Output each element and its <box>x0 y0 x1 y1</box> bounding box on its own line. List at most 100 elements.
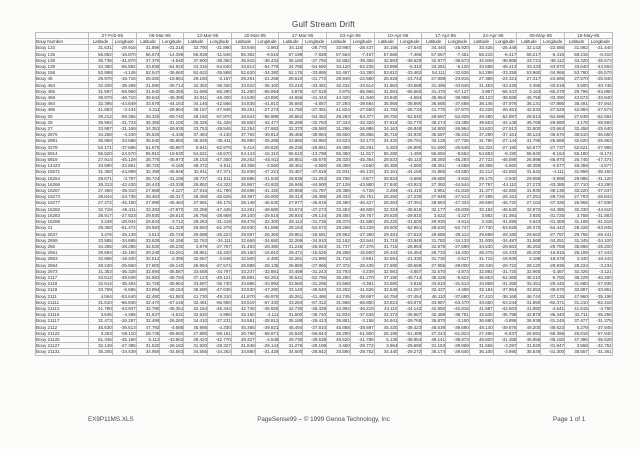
coordinate-cell: -44.163 <box>159 100 185 108</box>
coordinate-cell: 45.365 <box>230 323 256 331</box>
coordinate-cell: 52.622 <box>183 69 208 77</box>
coordinate-cell: 34.880 <box>230 348 256 356</box>
coordinate-cell: -27.573 <box>587 106 613 114</box>
coordinate-cell: -49.121 <box>207 273 232 282</box>
coordinate-cell: -29.272 <box>397 348 423 356</box>
coordinate-cell: -42.682 <box>492 168 518 176</box>
coordinate-cell: -25.688 <box>540 137 566 145</box>
coordinate-cell: -24.735 <box>111 193 137 201</box>
coordinate-cell: 33.753 <box>183 125 208 133</box>
coordinate-cell: -29.680 <box>540 118 566 127</box>
coordinate-cell: -32.752 <box>587 342 613 350</box>
coordinate-cell: -35.411 <box>207 137 232 145</box>
coordinate-cell: 26.745 <box>564 156 589 164</box>
footer-filename: EX9P11MS.XLS <box>88 416 134 423</box>
coordinate-cell: -46.411 <box>111 205 137 213</box>
coordinate-cell: 38.210 <box>516 273 542 282</box>
coordinate-cell: 28.370 <box>516 224 542 232</box>
table-row: Bouy 266 34.255 -28.285 32.530 -28.230 3.879-… <box>35 242 613 251</box>
coordinate-cell: 33.678 <box>135 100 161 108</box>
table-row: Bouy 464 32.200 -39.289 31.590 -36.714 32.352… <box>35 81 613 89</box>
coordinate-cell: 27.999 <box>135 199 161 207</box>
coordinate-cell: 3.920 <box>516 211 542 220</box>
coordinate-cell: -52.951 <box>397 224 423 232</box>
coordinate-cell: -29.000 <box>445 261 470 269</box>
coordinate-cell: -47.474 <box>587 156 613 164</box>
coordinate-cell: 5.112 <box>135 335 161 344</box>
coordinate-cell: -46.948 <box>159 168 185 176</box>
coordinate-cell: -1.450 <box>397 149 423 158</box>
coordinate-cell: -27.235 <box>397 193 423 201</box>
coordinate-cell: -42.430 <box>111 180 137 189</box>
coordinate-cell: -3.797 <box>111 174 137 182</box>
date-header-cell: 08-May-95 <box>516 31 566 40</box>
coordinate-cell: 32.352 <box>183 81 208 89</box>
coordinate-cell: -24.696 <box>540 75 566 83</box>
buoy-label: Bouy 2118 <box>35 280 89 288</box>
coordinate-cell: -27.936 <box>587 280 613 288</box>
coordinate-cell: -28.161 <box>492 193 518 201</box>
coordinate-cell: -28.663 <box>492 242 518 251</box>
coordinate-cell: -38.350 <box>207 56 232 65</box>
date-header-cell: 17-Apr-95 <box>421 31 470 40</box>
coordinate-cell: -27.823 <box>111 211 137 220</box>
coordinate-cell: -51.583 <box>159 292 185 300</box>
date-header-cell: 24-Apr-95 <box>468 31 518 40</box>
coordinate-cell: 36.365 <box>135 118 161 127</box>
coordinate-cell: -22.861 <box>111 162 137 170</box>
coordinate-cell: 41.870 <box>230 292 256 300</box>
coordinate-cell: -45.973 <box>159 156 185 164</box>
coordinate-cell: -34.439 <box>111 348 137 356</box>
table-row: Bouy 16267 27.460 -38.310 27.668 -4.127 27.91… <box>35 187 613 195</box>
longitude-header: Longitude <box>492 38 518 46</box>
coordinate-cell: -15.291 <box>159 249 185 257</box>
coordinate-cell: 31.520 <box>516 342 542 350</box>
coordinate-cell: 32.790 <box>183 44 208 52</box>
coordinate-cell: -28.842 <box>302 348 327 356</box>
coordinate-cell: -21.440 <box>587 44 613 52</box>
coordinate-cell: -5.522 <box>445 273 470 282</box>
coordinate-cell: -22.586 <box>540 44 566 52</box>
coordinate-cell: -4.560 <box>492 162 518 170</box>
coordinate-cell: 28.886 <box>230 174 256 182</box>
coordinate-cell: -17.443 <box>587 249 613 257</box>
coordinate-cell: 28.514 <box>516 112 542 120</box>
coordinate-cell: -65.278 <box>540 87 566 96</box>
coordinate-cell: 32.220 <box>564 187 589 195</box>
table-row: Bouy 484 32.395 -44.849 33.678 -44.163 34.146… <box>35 100 613 108</box>
coordinate-cell: -4.568 <box>445 162 470 170</box>
coordinate-cell: -25.920 <box>445 44 470 52</box>
buoy-label: Bouy 21127 <box>35 342 89 350</box>
coordinate-cell: -27.231 <box>207 317 232 325</box>
coordinate-cell: 29.795 <box>564 87 589 96</box>
coordinate-cell: -26.291 <box>349 143 375 151</box>
coordinate-cell: -46.720 <box>492 199 518 207</box>
coordinate-cell: -53.945 <box>587 224 613 232</box>
coordinate-cell: 29.656 <box>516 174 542 182</box>
coordinate-cell: -33.390 <box>540 94 566 102</box>
coordinate-cell: 32.254 <box>230 125 256 133</box>
coordinate-cell: 45.756 <box>516 94 542 102</box>
coordinate-cell: -3.690 <box>492 348 518 356</box>
coordinate-cell: -53.229 <box>349 224 375 232</box>
coordinate-cell: 52.677 <box>516 143 542 151</box>
coordinate-cell: 35.896 <box>564 242 589 251</box>
coordinate-cell: -44.142 <box>397 304 423 313</box>
coordinate-cell: -4.498 <box>445 286 470 294</box>
coordinate-cell: 31.637 <box>135 311 161 319</box>
coordinate-cell: -34.350 <box>349 69 375 77</box>
buoy-label: Bouy 21131 <box>35 348 89 356</box>
coordinate-cell: 36.100 <box>468 348 494 356</box>
coordinate-cell: 32.160 <box>230 311 256 319</box>
table-row: Bouy 21112 41.780 -44.937 42.780 -45.351 42.1… <box>35 304 613 313</box>
coordinate-cell: -19.630 <box>159 149 185 158</box>
coordinate-cell: -29.690 <box>397 342 423 350</box>
coordinate-cell: 31.542 <box>516 168 542 176</box>
date-header-cell: 27-Feb-95 <box>88 31 137 40</box>
coordinate-cell: 33.894 <box>135 286 161 294</box>
coordinate-cell: 31.795 <box>516 137 542 145</box>
coordinate-cell: 26.852 <box>183 180 208 189</box>
coordinate-cell: -65.850 <box>349 298 375 306</box>
coordinate-cell: 37.477 <box>564 317 589 325</box>
coordinate-cell: -39.876 <box>492 323 518 331</box>
